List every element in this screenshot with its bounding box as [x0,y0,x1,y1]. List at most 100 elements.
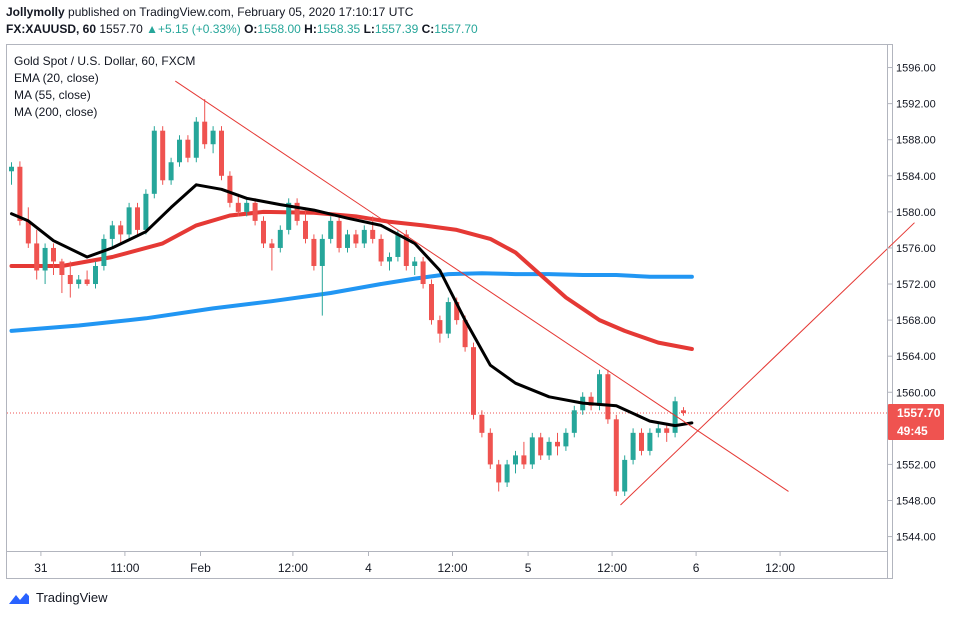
candle-body [681,410,686,413]
candle-body [59,261,65,275]
y-tick-label: 1588.00 [896,135,936,147]
candle [34,229,40,280]
candle-body [529,437,535,465]
candle [647,428,653,456]
candle-body [210,130,216,145]
candle [303,207,308,244]
candle [412,256,418,275]
candle [571,405,577,438]
candle [294,198,300,226]
y-tick-label: 1580.00 [896,207,936,219]
candle [93,261,98,289]
candle [622,455,628,496]
change-up-icon: ▲ [146,22,158,36]
candle [210,126,216,154]
candle-body [412,261,418,266]
legend-ma55[interactable]: MA (55, close) [14,88,91,102]
candle-body [34,243,40,271]
candle [227,171,233,208]
candle [193,117,199,163]
symbol-name: FX:XAUUSD, 60 [6,22,97,36]
candle [664,423,670,442]
low-label: L: [363,22,375,36]
candle-body [25,220,31,244]
close-value: 1557.70 [434,22,478,36]
candle-body [353,234,359,244]
candle-body [303,220,308,239]
candle [437,315,443,343]
candle-body [9,166,14,172]
candle-body [605,374,611,420]
low-value: 1557.39 [374,22,419,36]
candle [59,258,65,294]
candle [244,198,250,217]
candle [143,189,149,235]
candle-body [538,437,544,456]
candle [630,428,636,465]
candle-body [76,279,82,285]
tradingview-logo-icon [9,592,29,604]
legend-ema[interactable]: EMA (20, close) [14,71,99,85]
candle-body [378,238,384,262]
candle-body [504,464,510,483]
candle-body [328,220,334,239]
candle-body [235,202,241,212]
last-price: 1557.70 [99,22,143,36]
candle [345,229,350,253]
candle [521,441,527,469]
candle [420,256,426,289]
last-price-tag-label: 1557.70 [897,406,941,420]
candle [286,198,292,235]
candle-body [185,139,191,158]
y-tick-label: 1572.00 [896,279,936,291]
candle-body [387,256,392,262]
candle-body [622,459,628,492]
candle-body [244,202,250,212]
candle [151,126,157,199]
change-value: +5.15 (+0.33%) [158,22,241,36]
candle [487,428,493,469]
x-tick-label: Feb [190,561,211,575]
candle-body [513,455,518,465]
countdown-label: 49:45 [897,424,928,438]
x-tick-label: 6 [693,561,700,575]
candle-body [345,234,350,248]
tradingview-footer[interactable]: TradingView [8,590,108,605]
open-value: 1558.00 [257,22,301,36]
candle-body [496,464,502,483]
chart-title: Gold Spot / U.S. Dollar, 60, FXCM [14,54,196,68]
candle-body [67,275,73,285]
y-tick-label: 1568.00 [896,315,936,327]
candle-body [664,428,670,433]
footer-brand: TradingView [36,590,108,605]
candle-body [126,207,132,235]
legend-ma200[interactable]: MA (200, close) [14,105,98,119]
candle-body [471,347,476,415]
publish-info: Jollymolly published on TradingView.com,… [6,5,413,19]
y-tick-label: 1592.00 [896,99,936,111]
candle [513,450,518,474]
candle [17,161,23,226]
author-name[interactable]: Jollymolly [6,5,65,19]
candle-body [672,401,678,433]
candle [25,207,31,248]
candle [277,225,283,253]
candle-body [395,234,401,257]
candle-body [437,320,443,334]
candle-body [420,261,426,285]
x-tick-label: 5 [525,561,532,575]
open-label: O: [244,22,258,36]
candle-body [51,247,56,262]
candle [51,243,56,275]
candle-body [109,225,115,239]
candle [67,261,73,298]
candle-body [555,441,560,447]
candle [429,279,434,325]
x-tick-label: 4 [365,561,372,575]
candle [639,428,644,456]
candle-body [639,432,644,451]
candle-body [42,247,48,271]
candle-body [630,432,636,460]
high-label: H: [304,22,317,36]
